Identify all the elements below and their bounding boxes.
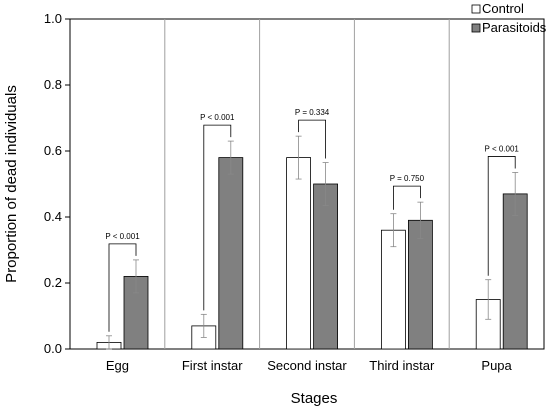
bar-parasitoids-egg — [123, 275, 149, 350]
p-value-label: P < 0.001 — [200, 113, 235, 122]
y-axis-title: Proportion of dead individuals — [3, 85, 20, 283]
significance-bracket — [392, 185, 421, 210]
p-value-label: P = 0.334 — [295, 108, 330, 117]
x-tick-label: Pupa — [481, 358, 512, 373]
significance-bracket — [203, 124, 232, 311]
x-tick-label: Third instar — [369, 358, 435, 373]
p-value-label: P = 0.750 — [390, 174, 425, 183]
legend-swatch-parasitoids — [471, 23, 481, 33]
bar-control-third-instar — [380, 229, 406, 350]
y-tick-label: 0.2 — [44, 275, 62, 290]
significance-bracket — [108, 243, 137, 332]
y-tick-label: 0.6 — [44, 143, 62, 158]
bar-parasitoids-second-instar — [313, 183, 339, 350]
significance-bracket — [298, 119, 327, 159]
bar-control-second-instar — [286, 157, 312, 350]
y-tick-label: 0.4 — [44, 209, 62, 224]
legend: Control Parasitoids — [471, 1, 547, 35]
significance-bracket — [487, 156, 516, 276]
bar-parasitoids-third-instar — [407, 219, 433, 350]
plot-area: 0.0 0.2 0.4 0.6 0.8 1.0 Egg P < 0.001 First inst… — [44, 11, 545, 373]
y-tick-label: 1.0 — [44, 11, 62, 26]
legend-label-control: Control — [482, 1, 524, 16]
bar-parasitoids-pupa — [502, 193, 528, 350]
legend-swatch-control — [471, 4, 481, 14]
x-axis-title: Stages — [291, 390, 338, 407]
p-value-label: P < 0.001 — [105, 232, 140, 241]
y-tick-label: 0.8 — [44, 77, 62, 92]
x-tick-label: First instar — [182, 358, 243, 373]
x-tick-label: Egg — [106, 358, 129, 373]
y-tick-label: 0.0 — [44, 341, 62, 356]
bar-parasitoids-first-instar — [218, 157, 244, 350]
x-tick-label: Second instar — [267, 358, 347, 373]
p-value-label: P < 0.001 — [485, 144, 520, 153]
legend-label-parasitoids: Parasitoids — [482, 20, 547, 35]
